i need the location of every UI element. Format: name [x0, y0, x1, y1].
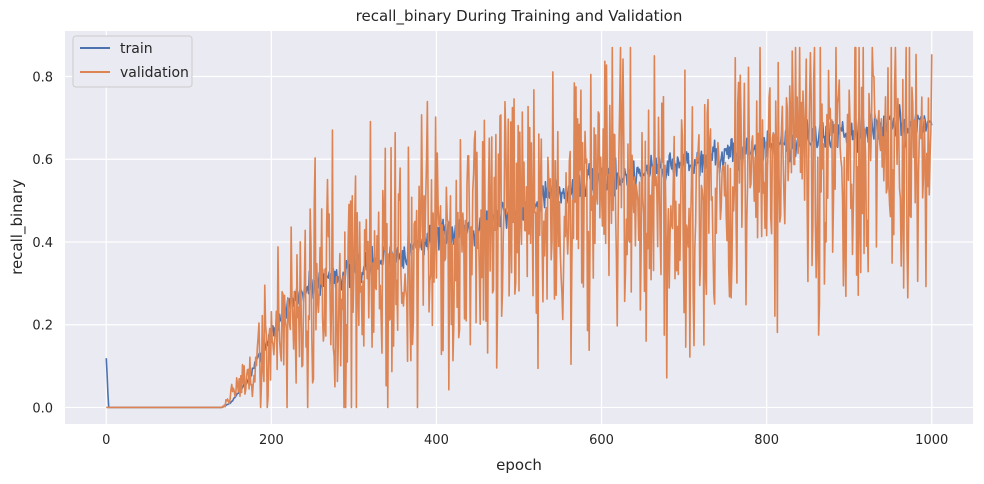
- x-tick-label: 800: [754, 433, 779, 448]
- x-tick-label: 400: [424, 433, 449, 448]
- legend-label-validation: validation: [120, 65, 189, 81]
- legend-label-train: train: [120, 41, 153, 57]
- x-axis-title: epoch: [496, 456, 542, 474]
- y-tick-labels: 0.0 0.2 0.4 0.6 0.8: [32, 71, 53, 417]
- y-axis-title: recall_binary: [8, 179, 27, 275]
- x-tick-label: 200: [259, 433, 284, 448]
- chart-title: recall_binary During Training and Valida…: [356, 7, 683, 26]
- x-tick-label: 0: [102, 433, 110, 448]
- x-tick-labels: 0 200 400 600 800 1000: [102, 433, 948, 448]
- x-tick-label: 600: [589, 433, 614, 448]
- y-tick-label: 0.2: [32, 319, 53, 334]
- series-line-validation: [106, 46, 933, 409]
- series-layer: [105, 46, 933, 409]
- y-tick-label: 0.4: [32, 236, 53, 251]
- y-tick-label: 0.6: [32, 153, 53, 168]
- y-tick-label: 0.8: [32, 71, 53, 86]
- y-tick-label: 0.0: [32, 401, 53, 416]
- legend: train validation: [72, 35, 193, 88]
- x-tick-label: 1000: [915, 433, 948, 448]
